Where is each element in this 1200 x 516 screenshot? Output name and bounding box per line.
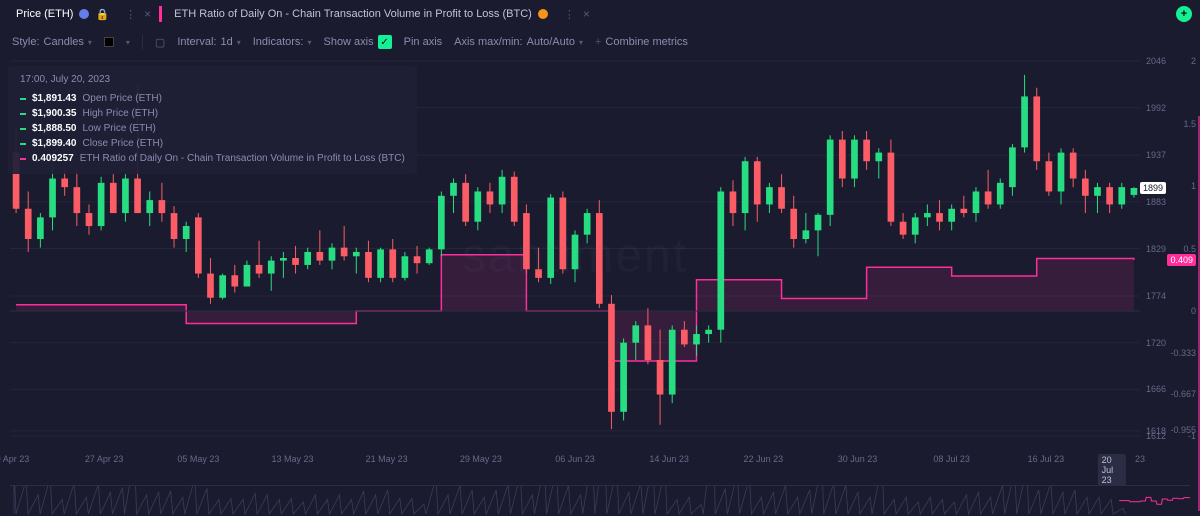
ratio-accent-bar [159, 6, 162, 22]
eth-badge-icon [79, 9, 89, 19]
tooltip-row: 0.409257 ETH Ratio of Daily On - Chain T… [20, 151, 405, 166]
chevron-down-icon: ▾ [88, 38, 92, 47]
tab-bar: Price (ETH) 🔒 ⋮ × ETH Ratio of Daily On … [0, 0, 1200, 28]
indicators-selector[interactable]: Indicators: ▾ [253, 36, 312, 48]
checkbox-icon: ✓ [378, 35, 392, 49]
show-axis-toggle[interactable]: Show axis ✓ [323, 35, 391, 49]
tooltip-row: $1,900.35 High Price (ETH) [20, 106, 405, 121]
tab-label: Price (ETH) [16, 8, 73, 20]
tooltip-row: $1,891.43 Open Price (ETH) [20, 91, 405, 106]
overview-minichart[interactable] [10, 485, 1190, 515]
chevron-down-icon: ▾ [579, 38, 583, 47]
btc-badge-icon [538, 9, 548, 19]
axis-range-selector[interactable]: Axis max/min: Auto/Auto ▾ [454, 36, 583, 48]
interval-selector[interactable]: Interval: 1d ▾ [177, 36, 240, 48]
y-axis-price: 2046199219371883182917741720166616181612… [1136, 56, 1166, 456]
tab-more-icon[interactable]: ⋮ [121, 8, 140, 21]
style-selector[interactable]: Style: Candles ▾ [12, 36, 92, 48]
y-axis-ratio: 21.510.50-0.333-0.667-0.955-10.409 [1166, 56, 1196, 456]
tab-ratio[interactable]: ETH Ratio of Daily On - Chain Transactio… [166, 4, 556, 24]
pin-axis-button[interactable]: Pin axis [404, 36, 443, 48]
chart-area: santiment 17:00, July 20, 2023 $1,891.43… [0, 56, 1200, 476]
chart-toolbar: Style: Candles ▾ ▾ ▢ Interval: 1d ▾ Indi… [0, 28, 1200, 56]
chevron-down-icon: ▾ [126, 38, 130, 47]
chevron-down-icon: ▾ [307, 38, 311, 47]
axis-icon[interactable]: ▢ [155, 36, 165, 49]
tooltip-date: 17:00, July 20, 2023 [20, 74, 405, 85]
divider [142, 35, 143, 49]
x-axis: 19 Apr 2327 Apr 2305 May 2313 May 2321 M… [10, 454, 1140, 468]
tab-close-icon[interactable]: × [144, 7, 151, 21]
tab-label: ETH Ratio of Daily On - Chain Transactio… [174, 8, 532, 20]
tooltip-row: $1,899.40 Close Price (ETH) [20, 136, 405, 151]
tooltip: 17:00, July 20, 2023 $1,891.43 Open Pric… [8, 66, 417, 174]
add-metric-button[interactable]: + [1176, 6, 1192, 22]
tab-price-eth[interactable]: Price (ETH) 🔒 [8, 4, 117, 25]
tab-more-icon[interactable]: ⋮ [560, 8, 579, 21]
lock-icon: 🔒 [95, 8, 109, 21]
chevron-down-icon: ▾ [237, 38, 241, 47]
tooltip-row: $1,888.50 Low Price (ETH) [20, 121, 405, 136]
combine-metrics-button[interactable]: + Combine metrics [595, 36, 688, 48]
tab-close-icon[interactable]: × [583, 7, 590, 21]
color-picker[interactable] [104, 37, 114, 47]
